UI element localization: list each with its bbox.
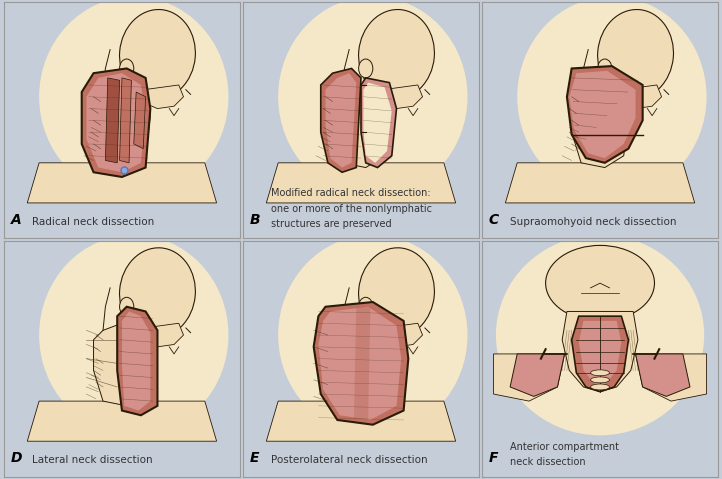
Text: E: E [250, 451, 259, 465]
Ellipse shape [39, 235, 228, 435]
Text: Modified radical neck dissection:: Modified radical neck dissection: [271, 188, 431, 198]
Text: Posterolateral neck dissection: Posterolateral neck dissection [271, 455, 427, 465]
Polygon shape [635, 354, 707, 401]
Ellipse shape [546, 245, 654, 321]
Polygon shape [120, 78, 131, 163]
Text: Supraomohyoid neck dissection: Supraomohyoid neck dissection [510, 217, 677, 227]
Text: F: F [489, 451, 498, 465]
Polygon shape [567, 66, 643, 163]
Ellipse shape [39, 0, 228, 197]
Ellipse shape [359, 59, 373, 78]
Polygon shape [87, 73, 146, 172]
Polygon shape [605, 85, 661, 109]
Polygon shape [361, 78, 396, 168]
Ellipse shape [598, 59, 612, 78]
Ellipse shape [120, 59, 134, 78]
Polygon shape [333, 85, 389, 168]
Text: A: A [11, 213, 22, 227]
Ellipse shape [517, 0, 707, 197]
Text: one or more of the nonlymphatic: one or more of the nonlymphatic [271, 204, 432, 214]
Ellipse shape [120, 10, 196, 99]
Text: Anterior compartment: Anterior compartment [510, 442, 619, 452]
Polygon shape [494, 354, 565, 401]
Ellipse shape [591, 377, 609, 383]
Polygon shape [117, 307, 157, 415]
Polygon shape [105, 78, 120, 163]
Ellipse shape [598, 10, 674, 99]
Text: structures are preserved: structures are preserved [271, 219, 392, 229]
Ellipse shape [359, 248, 435, 337]
Polygon shape [572, 85, 628, 168]
Polygon shape [94, 85, 150, 168]
Polygon shape [326, 73, 356, 168]
Ellipse shape [591, 370, 609, 376]
Polygon shape [510, 354, 565, 397]
Polygon shape [366, 85, 422, 109]
Ellipse shape [591, 384, 609, 390]
Ellipse shape [278, 235, 468, 435]
Polygon shape [579, 321, 622, 387]
Polygon shape [354, 307, 370, 420]
Polygon shape [366, 323, 422, 347]
Text: neck dissection: neck dissection [510, 457, 586, 467]
Polygon shape [313, 302, 409, 425]
Polygon shape [134, 92, 146, 148]
Polygon shape [635, 354, 690, 397]
Polygon shape [333, 323, 389, 406]
Polygon shape [27, 401, 217, 441]
Ellipse shape [359, 297, 373, 316]
Text: B: B [250, 213, 261, 227]
Text: D: D [11, 451, 22, 465]
Polygon shape [318, 307, 401, 420]
Ellipse shape [496, 235, 704, 435]
Polygon shape [27, 163, 217, 203]
Text: Lateral neck dissection: Lateral neck dissection [32, 455, 152, 465]
Polygon shape [562, 311, 638, 392]
Polygon shape [505, 163, 695, 203]
Text: C: C [489, 213, 499, 227]
Polygon shape [122, 311, 150, 411]
Polygon shape [363, 82, 392, 163]
Polygon shape [126, 85, 183, 109]
Ellipse shape [120, 297, 134, 316]
Polygon shape [266, 401, 456, 441]
Ellipse shape [120, 248, 196, 337]
Text: Radical neck dissection: Radical neck dissection [32, 217, 155, 227]
Ellipse shape [359, 10, 435, 99]
Polygon shape [321, 68, 361, 172]
Polygon shape [266, 163, 456, 203]
Polygon shape [572, 316, 628, 392]
Polygon shape [569, 71, 635, 158]
Polygon shape [126, 323, 183, 347]
Polygon shape [82, 68, 150, 177]
Polygon shape [94, 323, 150, 406]
Ellipse shape [278, 0, 468, 197]
